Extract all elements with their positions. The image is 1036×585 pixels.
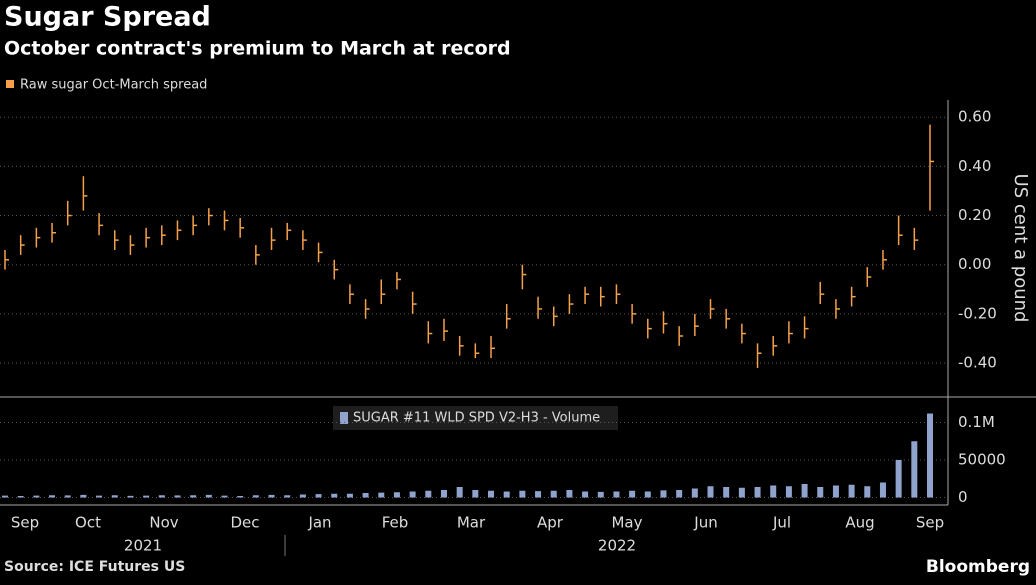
volume-bar <box>550 490 557 498</box>
volume-bar <box>143 495 150 498</box>
volume-bar <box>268 494 275 498</box>
x-tick-label: Oct <box>75 514 101 532</box>
volume-bar <box>785 486 792 498</box>
volume-bar <box>879 482 886 498</box>
volume-bar <box>158 495 165 498</box>
y-tick-label: 0 <box>958 488 968 506</box>
volume-bar <box>17 496 24 498</box>
volume-bar <box>299 494 306 498</box>
brand: Bloomberg <box>926 557 1030 577</box>
volume-bar <box>801 484 808 498</box>
volume-bar <box>817 487 824 498</box>
x-tick-label: Sep <box>11 514 39 532</box>
chart-subtitle: October contract's premium to March at r… <box>4 38 511 60</box>
x-tick-label: Jun <box>693 514 717 532</box>
volume-bar <box>660 490 667 498</box>
volume-bar <box>613 491 620 498</box>
x-tick-label: Feb <box>382 514 409 532</box>
volume-bar <box>64 495 71 498</box>
volume-bar <box>644 491 651 498</box>
source: Source: ICE Futures US <box>4 559 185 575</box>
volume-bar <box>707 486 714 498</box>
x-group-label: 2021 <box>124 537 162 555</box>
volume-bar <box>425 490 432 498</box>
volume-bar <box>927 413 933 498</box>
x-tick-label: Aug <box>845 514 874 532</box>
volume-bar <box>362 493 369 498</box>
y-tick-label: -0.20 <box>958 304 997 322</box>
x-tick-label: Nov <box>149 514 178 532</box>
volume-bar <box>409 491 416 498</box>
y-tick-label: 0.60 <box>958 108 991 126</box>
volume-legend-label: SUGAR #11 WLD SPD V2-H3 - Volume <box>353 411 600 426</box>
volume-bar <box>111 495 118 498</box>
volume-bar <box>49 495 56 498</box>
y-tick-label: 0.40 <box>958 157 991 175</box>
x-tick-label: Dec <box>230 514 259 532</box>
volume-bar <box>911 441 918 498</box>
x-group-label: 2022 <box>598 537 636 555</box>
volume-bar <box>566 490 573 498</box>
x-tick-label: May <box>611 514 642 532</box>
volume-bar <box>252 495 259 498</box>
volume-bar <box>96 495 103 498</box>
volume-bar <box>440 490 447 498</box>
volume-bar <box>190 495 197 498</box>
volume-bar <box>315 494 322 498</box>
volume-legend-swatch <box>340 412 348 424</box>
y-tick-label: 0.20 <box>958 206 991 224</box>
x-tick-label: Mar <box>457 514 486 532</box>
y-tick-label: -0.40 <box>958 354 997 372</box>
volume-bar <box>754 487 761 498</box>
legend-label: Raw sugar Oct-March spread <box>20 78 207 93</box>
volume-bar <box>629 490 636 498</box>
y-tick-label: 0.1M <box>958 413 995 431</box>
volume-bar <box>770 485 777 498</box>
x-tick-label: Apr <box>537 514 564 532</box>
volume-bar <box>221 495 228 498</box>
volume-bar <box>393 492 400 498</box>
volume-bar <box>676 490 683 498</box>
volume-bar <box>503 491 510 498</box>
y-tick-label: 50000 <box>958 451 1006 469</box>
volume-bar <box>205 494 212 498</box>
volume-bar <box>2 495 8 498</box>
volume-bar <box>738 487 745 498</box>
volume-bar <box>723 487 730 498</box>
volume-bar <box>691 488 698 498</box>
volume-bar <box>488 490 495 498</box>
volume-bar <box>848 484 855 498</box>
volume-bar <box>535 491 542 498</box>
volume-bar <box>331 493 338 498</box>
y-axis-title: US cent a pound <box>1010 174 1031 323</box>
volume-bar <box>582 491 589 498</box>
volume-bar <box>456 487 463 498</box>
volume-bar <box>895 460 902 498</box>
volume-bar <box>864 486 871 498</box>
volume-bar <box>378 492 385 498</box>
volume-bar <box>597 491 604 498</box>
volume-bar <box>33 495 40 498</box>
chart-title: Sugar Spread <box>4 2 211 33</box>
volume-bar <box>237 496 244 498</box>
x-tick-label: Jul <box>772 514 791 532</box>
volume-bar <box>519 490 526 498</box>
x-tick-label: Sep <box>916 514 944 532</box>
x-tick-label: Jan <box>307 514 331 532</box>
volume-bar <box>127 495 134 498</box>
volume-legend-box <box>333 406 618 430</box>
volume-bar <box>346 493 353 498</box>
volume-bar <box>832 485 839 498</box>
y-tick-label: 0.00 <box>958 255 991 273</box>
volume-bar <box>472 490 479 498</box>
volume-bar <box>80 494 87 498</box>
legend-swatch <box>6 80 14 88</box>
volume-bar <box>174 495 181 498</box>
volume-bar <box>284 495 291 498</box>
